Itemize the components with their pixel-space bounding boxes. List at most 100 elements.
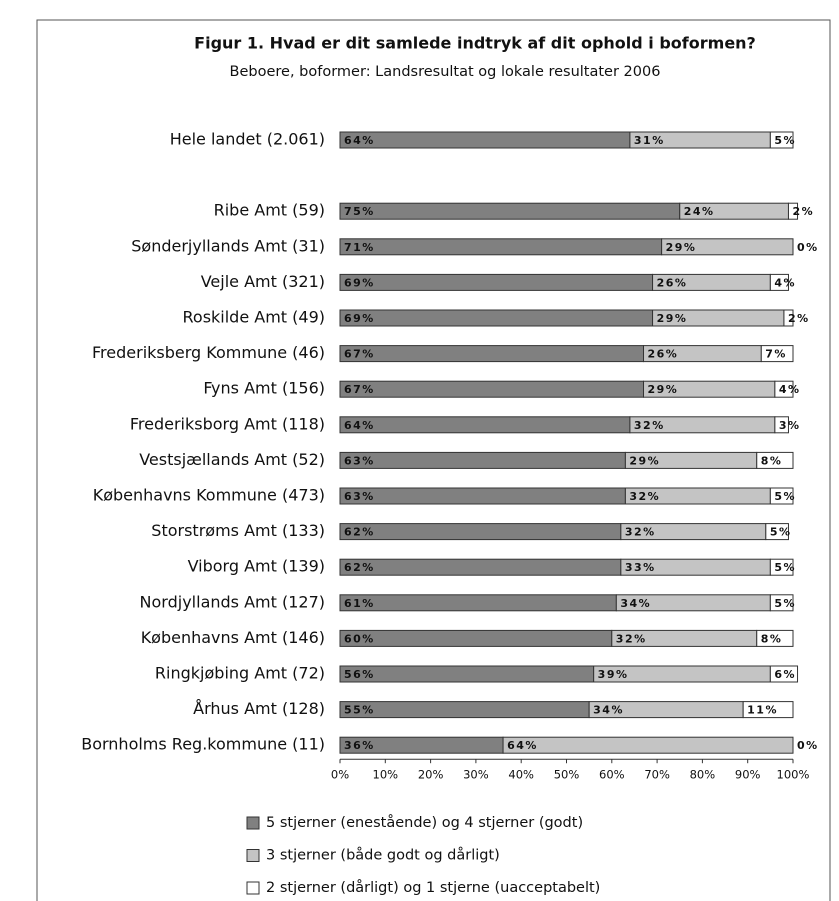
legend-label: 2 stjerner (dårligt) og 1 stjerne (uacce… bbox=[266, 879, 600, 896]
value-label: 56% bbox=[344, 668, 375, 681]
legend-label: 3 stjerner (både godt og dårligt) bbox=[266, 847, 500, 864]
category-label: Hele landet (2.061) bbox=[170, 130, 325, 149]
bar-segment bbox=[339, 380, 645, 398]
value-label: 34% bbox=[593, 704, 624, 717]
x-tick-label: 0% bbox=[331, 768, 349, 782]
category-label: Århus Amt (128) bbox=[193, 699, 325, 718]
value-label: 5% bbox=[770, 526, 792, 539]
bar-segment bbox=[339, 558, 622, 576]
value-label: 39% bbox=[598, 668, 629, 681]
bar-segment bbox=[502, 736, 794, 754]
value-label: 11% bbox=[747, 704, 778, 717]
bar-segment bbox=[339, 131, 631, 149]
value-label: 5% bbox=[774, 561, 796, 574]
x-tick-label: 20% bbox=[418, 768, 444, 782]
x-tick-label: 90% bbox=[735, 768, 761, 782]
x-tick-label: 40% bbox=[508, 768, 534, 782]
value-label: 6% bbox=[774, 668, 796, 681]
frame bbox=[36, 19, 831, 901]
value-label: 5% bbox=[774, 490, 796, 503]
x-tick-label: 70% bbox=[644, 768, 670, 782]
value-label: 62% bbox=[344, 561, 375, 574]
legend-swatch bbox=[246, 816, 260, 830]
bar-segment bbox=[783, 309, 794, 327]
value-label: 2% bbox=[792, 205, 814, 218]
category-label: Frederiksberg Kommune (46) bbox=[92, 343, 325, 362]
bar-segment bbox=[769, 558, 794, 576]
x-tick-label: 60% bbox=[599, 768, 625, 782]
chart-subtitle: Beboere, boformer: Landsresultat og loka… bbox=[230, 64, 661, 80]
legend-swatch bbox=[246, 881, 260, 895]
bar-segment bbox=[339, 487, 626, 505]
x-tick-label: 100% bbox=[777, 768, 810, 782]
value-label: 61% bbox=[344, 597, 375, 610]
bar-segment bbox=[787, 202, 799, 220]
chart-title: Figur 1. Hvad er dit samlede indtryk af … bbox=[194, 34, 756, 53]
value-label: 31% bbox=[634, 134, 665, 147]
value-label: 29% bbox=[657, 312, 688, 325]
bar-segment bbox=[769, 594, 794, 612]
value-label: 32% bbox=[625, 526, 656, 539]
value-label: 33% bbox=[625, 561, 656, 574]
bar-segment bbox=[339, 665, 595, 683]
legend-swatch bbox=[246, 849, 260, 862]
bar-segment bbox=[769, 273, 789, 291]
category-label: Roskilde Amt (49) bbox=[183, 308, 326, 327]
value-label: 26% bbox=[648, 348, 679, 361]
value-label: 63% bbox=[344, 454, 375, 467]
bar-segment bbox=[339, 523, 622, 541]
value-label: 4% bbox=[779, 383, 801, 396]
value-label: 69% bbox=[344, 276, 375, 289]
x-tick-label: 80% bbox=[690, 768, 716, 782]
bar-segment bbox=[339, 273, 654, 291]
bar-segment bbox=[769, 487, 794, 505]
category-label: Københavns Kommune (473) bbox=[93, 486, 325, 505]
bar-segment bbox=[339, 701, 590, 719]
value-label: 29% bbox=[629, 454, 660, 467]
legend-label: 5 stjerner (enestående) og 4 stjerner (g… bbox=[266, 814, 583, 831]
x-tick-label: 50% bbox=[554, 768, 580, 782]
bar-segment bbox=[339, 309, 654, 327]
value-label: 24% bbox=[684, 205, 715, 218]
value-label: 34% bbox=[620, 597, 651, 610]
bar-segment bbox=[774, 380, 794, 398]
bar-segment bbox=[339, 345, 645, 363]
category-label: Vejle Amt (321) bbox=[201, 272, 325, 291]
value-label: 29% bbox=[666, 241, 697, 254]
value-label: 69% bbox=[344, 312, 375, 325]
bar-segment bbox=[760, 345, 794, 363]
value-label: 64% bbox=[344, 134, 375, 147]
category-label: Bornholms Reg.kommune (11) bbox=[81, 735, 325, 754]
bar-segment bbox=[339, 451, 626, 469]
bar-segment bbox=[339, 629, 613, 647]
value-label: 32% bbox=[634, 419, 665, 432]
bar-segment bbox=[339, 238, 663, 256]
value-label: 55% bbox=[344, 704, 375, 717]
bar-segment bbox=[774, 416, 789, 434]
value-label: 4% bbox=[774, 276, 796, 289]
value-label: 62% bbox=[344, 526, 375, 539]
bar-segment bbox=[339, 416, 631, 434]
category-label: Ribe Amt (59) bbox=[214, 201, 325, 220]
value-label: 63% bbox=[344, 490, 375, 503]
x-tick-label: 30% bbox=[463, 768, 489, 782]
value-label: 8% bbox=[761, 632, 783, 645]
value-label: 26% bbox=[657, 276, 688, 289]
category-label: Københavns Amt (146) bbox=[141, 628, 325, 647]
value-label: 64% bbox=[507, 739, 538, 752]
bar-segment bbox=[765, 523, 789, 541]
value-label: 29% bbox=[648, 383, 679, 396]
bar-segment bbox=[769, 131, 794, 149]
value-label: 0% bbox=[797, 241, 819, 254]
value-label: 0% bbox=[797, 739, 819, 752]
value-label: 67% bbox=[344, 348, 375, 361]
value-label: 36% bbox=[344, 739, 375, 752]
bar-segment bbox=[661, 238, 794, 256]
category-label: Nordjyllands Amt (127) bbox=[140, 592, 325, 611]
value-label: 2% bbox=[788, 312, 810, 325]
bar-segment bbox=[742, 701, 794, 719]
value-label: 67% bbox=[344, 383, 375, 396]
category-label: Frederiksborg Amt (118) bbox=[130, 414, 325, 433]
bar-segment bbox=[756, 629, 794, 647]
